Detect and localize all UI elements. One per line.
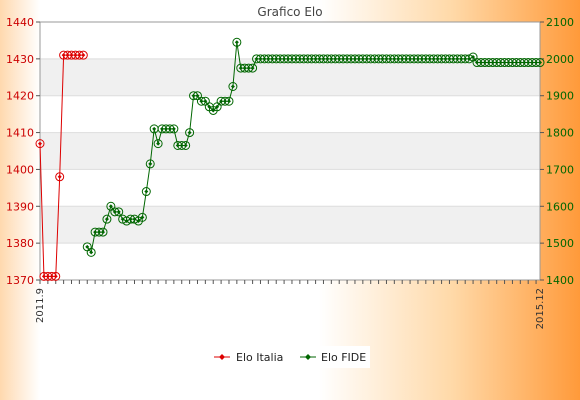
right-tick-label: 2000	[546, 53, 574, 66]
legend-marker-elo-fide	[305, 354, 311, 360]
data-point	[35, 139, 45, 149]
data-point-marker	[140, 215, 145, 220]
data-point	[248, 63, 258, 73]
data-point	[153, 139, 163, 149]
right-tick-label: 2100	[546, 16, 574, 29]
legend: Elo Italia Elo FIDE	[205, 346, 370, 368]
data-point-marker	[148, 161, 153, 166]
left-tick-label: 1440	[6, 16, 34, 29]
data-point-marker	[183, 143, 188, 148]
data-point	[232, 37, 242, 47]
data-point-marker	[203, 99, 208, 104]
left-tick-label: 1400	[6, 163, 34, 176]
data-point	[86, 247, 96, 257]
data-point-marker	[226, 99, 231, 104]
data-point-marker	[100, 230, 105, 235]
x-tick-label: 2015.12	[535, 288, 546, 329]
data-point-marker	[215, 104, 220, 109]
x-tick-label: 2011.9	[35, 288, 46, 323]
left-y-axis: 1370 1380 1390 1400 1410 1420 1430 1440	[6, 16, 40, 287]
data-point-marker	[195, 93, 200, 98]
data-point-marker	[85, 244, 90, 249]
data-point-marker	[250, 66, 255, 71]
plot-band	[40, 58, 540, 96]
data-point-marker	[144, 189, 149, 194]
series-layer	[35, 37, 545, 281]
data-point	[114, 207, 124, 217]
data-point-marker	[234, 40, 239, 45]
plot-bands	[40, 21, 540, 280]
data-point	[185, 128, 195, 138]
data-point-marker	[230, 84, 235, 89]
plot-band	[40, 95, 540, 133]
data-point-marker	[116, 209, 121, 214]
data-point	[141, 187, 151, 197]
data-point-marker	[108, 204, 113, 209]
right-tick-label: 1700	[546, 163, 574, 176]
legend-label-elo-italia: Elo Italia	[236, 351, 283, 364]
data-point	[145, 159, 155, 169]
right-tick-label: 1800	[546, 127, 574, 140]
data-point-marker	[538, 60, 542, 65]
right-tick-label: 1400	[546, 274, 574, 287]
left-background-shade	[0, 0, 40, 400]
legend-box	[205, 346, 370, 368]
data-point-marker	[53, 274, 58, 279]
data-point	[228, 82, 238, 91]
data-point	[51, 271, 61, 281]
x-axis: 2011.9 2015.12	[35, 280, 546, 329]
left-tick-label: 1390	[6, 200, 34, 213]
plot-band	[40, 169, 540, 207]
left-tick-label: 1410	[6, 127, 34, 140]
right-tick-label: 1600	[546, 200, 574, 213]
left-tick-label: 1430	[6, 53, 34, 66]
data-point-marker	[89, 250, 94, 255]
data-point	[102, 214, 112, 224]
data-point	[169, 124, 179, 134]
plot-band	[40, 132, 540, 170]
data-point	[78, 50, 88, 60]
legend-marker-elo-italia	[219, 354, 225, 360]
left-tick-label: 1380	[6, 237, 34, 250]
right-tick-label: 1900	[546, 90, 574, 103]
chart-title: Grafico Elo	[257, 5, 322, 19]
left-tick-label: 1370	[6, 274, 34, 287]
right-tick-label: 1500	[546, 237, 574, 250]
left-tick-label: 1420	[6, 90, 34, 103]
plot-band	[40, 243, 540, 280]
plot-band	[40, 22, 540, 59]
legend-label-elo-fide: Elo FIDE	[321, 351, 366, 364]
data-point-marker	[104, 217, 109, 222]
data-point-marker	[156, 141, 161, 146]
data-point-marker	[38, 141, 42, 146]
data-point	[55, 172, 65, 182]
data-point-marker	[187, 130, 192, 135]
right-y-axis: 1400 1500 1600 1700 1800 1900 2000 2100	[540, 16, 574, 287]
data-point	[224, 96, 234, 106]
data-point	[181, 140, 191, 150]
data-point	[98, 227, 108, 237]
data-point	[137, 212, 147, 222]
data-point-marker	[471, 55, 476, 60]
data-point-marker	[152, 126, 157, 131]
data-point-marker	[57, 174, 62, 179]
data-point-marker	[81, 53, 86, 58]
data-point-marker	[171, 126, 176, 131]
data-point	[535, 58, 545, 68]
plot-band	[40, 206, 540, 244]
